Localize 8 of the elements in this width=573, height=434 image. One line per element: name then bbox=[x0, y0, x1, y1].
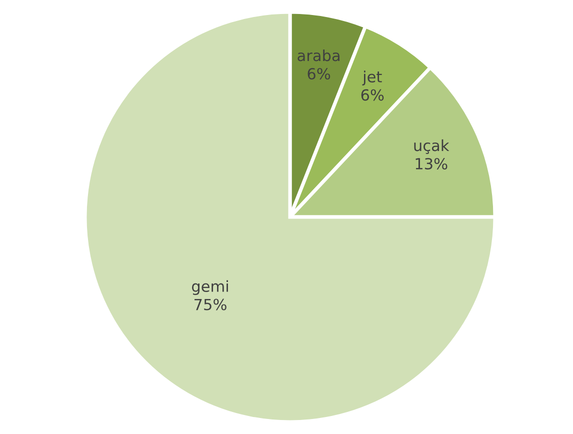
data-label: 6% bbox=[361, 89, 384, 101]
data-label: 13% bbox=[416, 158, 448, 170]
slice-label: araba bbox=[298, 49, 340, 62]
data-label: 75% bbox=[194, 298, 226, 310]
slice-label: uçak bbox=[414, 139, 450, 154]
data-label: 6% bbox=[308, 68, 330, 80]
slice-label: jet bbox=[362, 70, 382, 86]
slice-label: gemi bbox=[192, 280, 228, 295]
